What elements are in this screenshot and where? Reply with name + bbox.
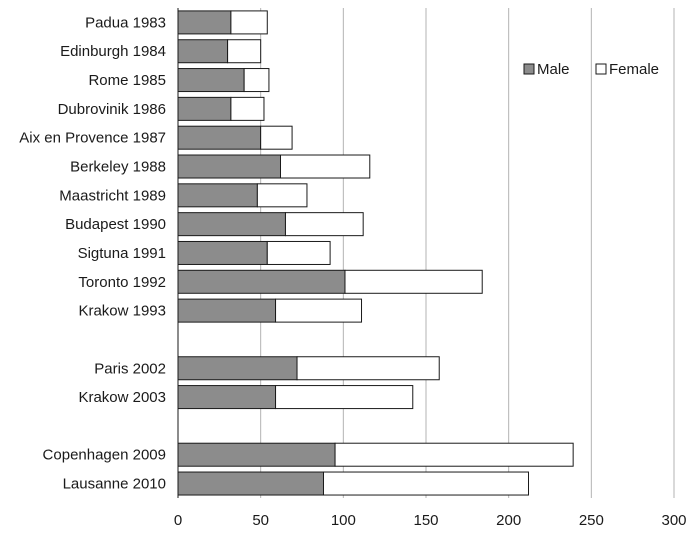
bar-male	[177, 10, 232, 35]
category-label: Budapest 1990	[65, 216, 166, 233]
bar-male	[177, 125, 262, 150]
bar-female	[334, 442, 574, 467]
category-label: Paris 2002	[94, 360, 166, 377]
category-label: Edinburgh 1984	[60, 43, 166, 60]
legend-label-male: Male	[537, 61, 570, 78]
bar-male	[177, 298, 277, 323]
x-axis: 0 50 100 150 200 250 300	[174, 8, 687, 529]
legend-swatch-female	[595, 63, 607, 75]
bar-female	[275, 298, 363, 323]
x-tick-label: 50	[252, 512, 269, 529]
legend: Male Female	[523, 61, 659, 78]
category-label: Lausanne 2010	[63, 476, 166, 493]
bar-female	[266, 240, 331, 265]
x-tick-label: 200	[496, 512, 521, 529]
bar-female	[296, 356, 440, 381]
category-label: Dubrovinik 1986	[58, 101, 166, 118]
bar-male	[177, 96, 232, 121]
bar-male	[177, 154, 282, 179]
bar-female	[230, 96, 265, 121]
category-label: Aix en Provence 1987	[19, 130, 166, 147]
bar-male	[177, 385, 277, 410]
bar-male	[177, 212, 286, 237]
category-label: Toronto 1992	[78, 274, 166, 291]
category-label: Padua 1983	[85, 14, 166, 31]
bar-male	[177, 269, 346, 294]
category-labels: Padua 1983 Edinburgh 1984 Rome 1985 Dubrovi…	[19, 14, 166, 492]
category-label: Maastricht 1989	[59, 187, 166, 204]
bar-male	[177, 471, 324, 496]
category-label: Copenhagen 2009	[43, 447, 166, 464]
bar-male	[177, 39, 229, 64]
bar-female	[243, 68, 270, 93]
bar-female	[280, 154, 371, 179]
bar-male	[177, 356, 298, 381]
gridlines	[260, 8, 675, 498]
bar-female	[344, 269, 483, 294]
category-label: Rome 1985	[88, 72, 166, 89]
bar-female	[260, 125, 293, 150]
x-tick-label: 0	[174, 512, 182, 529]
category-label: Berkeley 1988	[70, 159, 166, 176]
bar-male	[177, 442, 336, 467]
bar-female	[322, 471, 530, 496]
x-tick-label: 150	[413, 512, 438, 529]
x-tick-label: 100	[331, 512, 356, 529]
bar-female	[275, 385, 414, 410]
bar-female	[256, 183, 308, 208]
bar-female	[230, 10, 268, 35]
category-label: Krakow 2003	[78, 389, 166, 406]
bar-male	[177, 183, 258, 208]
x-tick-label: 250	[579, 512, 604, 529]
category-label: Sigtuna 1991	[78, 245, 166, 262]
legend-swatch-male	[523, 63, 535, 75]
legend-label-female: Female	[609, 61, 659, 78]
bar-female	[227, 39, 262, 64]
category-label: Krakow 1993	[78, 303, 166, 320]
x-tick-label: 300	[661, 512, 686, 529]
bar-male	[177, 68, 245, 93]
bars	[177, 10, 574, 496]
bar-female	[284, 212, 364, 237]
bar-male	[177, 240, 268, 265]
